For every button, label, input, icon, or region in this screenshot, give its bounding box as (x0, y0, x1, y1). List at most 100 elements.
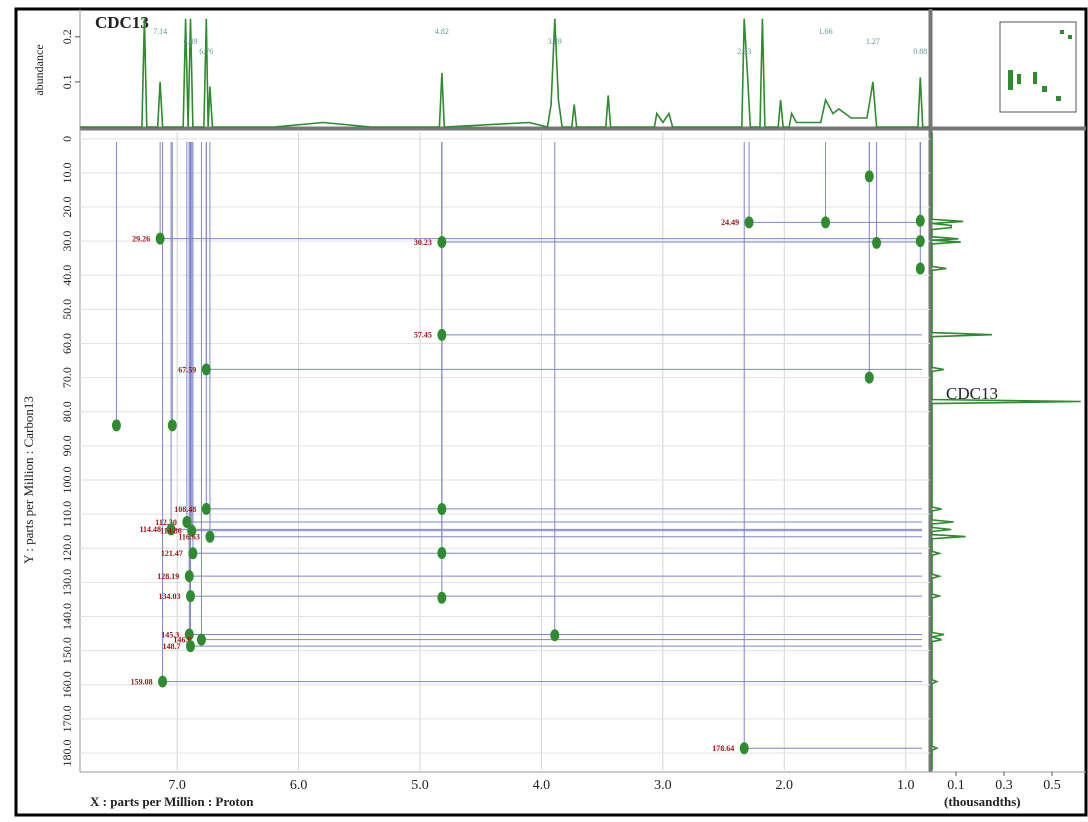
cross-peak (188, 547, 198, 560)
peak-label: 1.66 (819, 27, 833, 36)
cross-peak (155, 232, 165, 245)
x-tick-label: 0.5 (1043, 778, 1061, 793)
peak-label: 114.86 (160, 527, 182, 536)
x-axis-title: (thousandths) (944, 794, 1021, 809)
cross-peak (205, 530, 215, 543)
y-tick-label: 100.0 (60, 467, 74, 494)
y-tick-label: 70.0 (60, 367, 74, 388)
peak-label: 121.47 (161, 549, 183, 558)
cross-peak (201, 502, 211, 515)
y-tick-label: 160.0 (60, 671, 74, 698)
cross-peak (437, 547, 447, 560)
cross-peak (872, 236, 882, 249)
thumbnail-blob (1042, 86, 1047, 92)
y-tick-label: 0.1 (60, 74, 74, 89)
cross-peak (187, 524, 197, 537)
x-axis-title: X : parts per Million : Proton (90, 794, 254, 809)
cross-peak (166, 523, 176, 536)
peak-label: 7.14 (153, 27, 167, 36)
x-tick-label: 0.1 (947, 778, 965, 793)
y-tick-label: 180.0 (60, 739, 74, 766)
cross-peak (186, 590, 195, 603)
cross-peak (167, 419, 177, 432)
cross-peak (182, 515, 192, 528)
x-tick-label: 2.0 (776, 778, 794, 793)
y-tick-label: 20.0 (60, 197, 74, 218)
peak-label: 67.59 (178, 365, 196, 374)
cross-peak (111, 419, 121, 432)
cross-peak (821, 216, 831, 229)
cross-peak (739, 742, 749, 755)
y-tick-label: 0.2 (60, 29, 74, 44)
peak-label: 114.48 (140, 525, 162, 534)
x-tick-label: 6.0 (290, 778, 308, 793)
peak-label: 3.89 (548, 37, 562, 46)
y-tick-label: 0 (60, 136, 74, 142)
y-tick-label: 60.0 (60, 333, 74, 354)
y-tick-label: 170.0 (60, 705, 74, 732)
cross-peak (744, 216, 754, 229)
peak-label: 4.82 (435, 27, 449, 36)
y-tick-label: 120.0 (60, 535, 74, 562)
cross-peak (864, 371, 874, 384)
thumbnail-blob (1008, 70, 1013, 90)
peak-label: 178.64 (712, 744, 734, 753)
peak-label: 24.49 (721, 218, 739, 227)
y-tick-label: 50.0 (60, 299, 74, 320)
cross-peak (196, 633, 206, 646)
y-axis-title: Y : parts per Million : Carbon13 (21, 396, 36, 564)
y-tick-label: 150.0 (60, 637, 74, 664)
cross-peak (437, 503, 447, 515)
thumbnail-blob (1060, 30, 1064, 34)
peak-label: 159.08 (131, 677, 153, 686)
cross-peak (437, 235, 447, 248)
peak-label: 6.89 (184, 37, 198, 46)
y-tick-label: 10.0 (60, 162, 74, 183)
outer-frame (14, 7, 1088, 817)
peak-label: 128.19 (157, 572, 179, 581)
peak-label: 145.3 (161, 630, 179, 639)
cross-peak (186, 640, 195, 653)
cross-peak (864, 170, 874, 183)
peak-label: 134.03 (159, 592, 181, 601)
cross-peak (915, 214, 925, 227)
peak-label: 148.7 (163, 642, 181, 651)
spectrum-line (80, 18, 930, 128)
x-tick-label: 1.0 (897, 778, 915, 793)
y-tick-label: 110.0 (60, 501, 74, 528)
x-tick-label: 5.0 (411, 778, 429, 793)
cross-peak (184, 628, 194, 641)
cross-peak (184, 570, 194, 583)
peak-label: 1.27 (866, 37, 880, 46)
peak-label: 6.76 (199, 47, 213, 56)
peak-label: 108.48 (174, 505, 196, 514)
solvent-label: CDC13 (95, 13, 149, 32)
y-tick-label: 40.0 (60, 265, 74, 286)
x-tick-label: 0.3 (995, 778, 1013, 793)
peak-label: 29.26 (132, 234, 150, 243)
y-axis-title: abundance (32, 44, 46, 95)
x-tick-label: 3.0 (654, 778, 672, 793)
peak-label: 112.30 (155, 518, 177, 527)
cross-peak (437, 591, 447, 604)
thumbnail-frame (999, 21, 1077, 113)
solvent-label: CDC13 (946, 384, 998, 403)
peak-label: 2.33 (737, 47, 751, 56)
peak-label: 30.23 (414, 238, 432, 247)
y-tick-label: 30.0 (60, 231, 74, 252)
cross-peak (201, 363, 211, 376)
thumbnail-blob (1033, 72, 1037, 84)
peak-label: 146.8 (173, 635, 191, 644)
thumbnail-blob (1017, 74, 1021, 84)
peak-label: 116.63 (178, 533, 200, 542)
cross-peak (915, 262, 925, 275)
x-tick-label: 4.0 (533, 778, 551, 793)
x-tick-label: 7.0 (168, 778, 186, 793)
spectrum-line (931, 132, 1081, 770)
peak-label: 0.88 (913, 47, 927, 56)
thumbnail-blob (1056, 96, 1061, 101)
y-tick-label: 140.0 (60, 603, 74, 630)
